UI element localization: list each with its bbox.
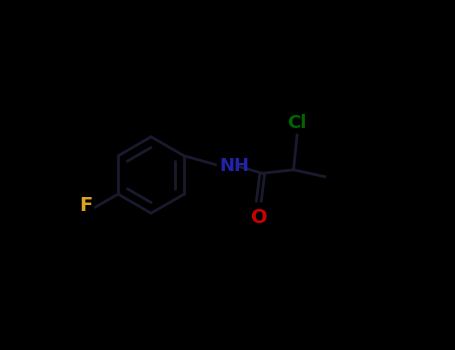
Text: F: F xyxy=(80,196,93,215)
Text: NH: NH xyxy=(219,157,249,175)
Text: O: O xyxy=(251,208,267,227)
Text: Cl: Cl xyxy=(288,114,307,132)
